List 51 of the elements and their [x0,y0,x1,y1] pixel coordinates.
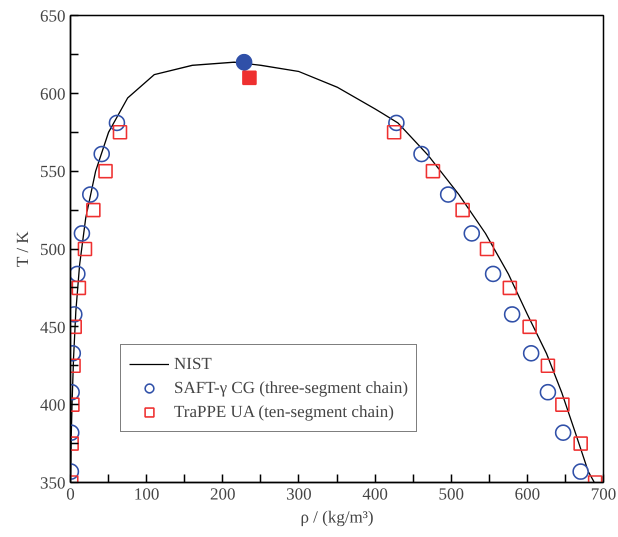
point [540,358,556,374]
point [388,114,405,132]
point [440,186,456,203]
y-axis-title: T / K [13,230,32,267]
point [554,424,572,441]
point [455,202,470,218]
point [70,266,86,282]
x-tick-label: 500 [438,484,464,504]
point [93,146,110,162]
point [484,266,502,282]
point [386,124,402,140]
point [74,225,90,242]
point [502,280,518,296]
point [426,164,440,178]
point [236,54,252,70]
x-tick-label: 700 [590,484,616,504]
point [108,114,126,132]
point [504,306,520,323]
x-tick-label: 200 [210,484,236,504]
point [78,242,92,256]
point [480,242,494,256]
y-tick-label: 400 [40,396,66,415]
y-tick-label: 550 [40,162,66,182]
point [242,70,257,86]
x-tick-label: 600 [514,484,540,504]
point [555,397,570,412]
point [573,436,588,451]
point [72,280,86,296]
point [98,164,113,178]
legend-label: SAFT-γ CG (three-segment chain) [174,378,408,398]
point [522,320,537,334]
x-axis-title: ρ / (kg/m³) [300,508,374,526]
point [82,186,99,203]
point [463,225,480,242]
y-tick-label: 450 [40,318,66,337]
point [413,146,430,162]
x-tick-label: 100 [134,484,160,504]
y-tick-label: 500 [40,240,66,259]
point [86,202,101,218]
x-tick-label: 300 [286,484,312,504]
y-tick-label: 350 [40,474,66,492]
x-tick-label: 400 [362,484,388,504]
point [112,124,128,140]
x-tick-label: 0 [66,484,75,504]
point [540,384,556,400]
y-tick-label: 600 [40,84,66,104]
legend-label: NIST [174,354,212,374]
point [522,345,540,362]
legend-label: TraPPE UA (ten-segment chain) [174,402,394,422]
y-tick-label: 650 [40,6,66,26]
point [572,463,589,480]
